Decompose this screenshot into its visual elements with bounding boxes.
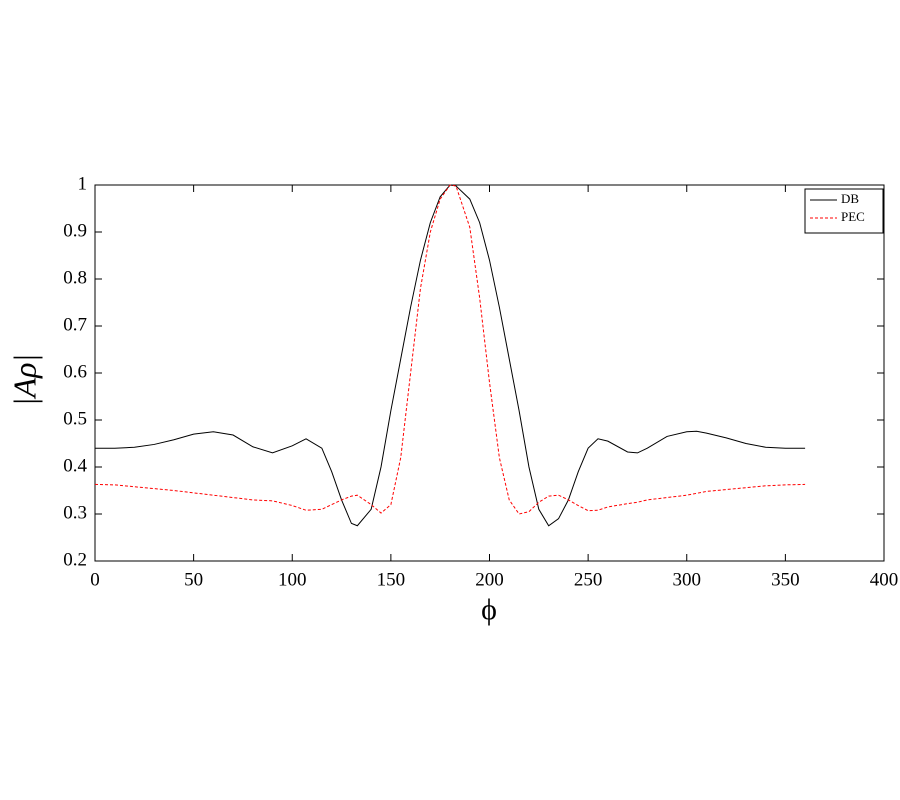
x-tick-label: 350 bbox=[771, 569, 800, 590]
line-series bbox=[94, 184, 806, 515]
y-tick-label: 0.9 bbox=[63, 220, 87, 241]
legend-label: DB bbox=[841, 191, 859, 206]
y-axis-label: |Aρ| bbox=[6, 354, 42, 407]
x-tick-label: 0 bbox=[90, 569, 100, 590]
x-tick-label: 400 bbox=[870, 569, 899, 590]
x-tick-label: 300 bbox=[673, 569, 702, 590]
y-tick-label: 0.6 bbox=[63, 361, 87, 382]
x-tick-label: 150 bbox=[377, 569, 406, 590]
x-tick-label: 100 bbox=[278, 569, 307, 590]
x-tick-label: 50 bbox=[184, 569, 203, 590]
x-tick-label: 200 bbox=[475, 569, 504, 590]
line-series bbox=[95, 184, 806, 527]
legend-box bbox=[804, 188, 884, 234]
y-tick-label: 0.2 bbox=[63, 549, 87, 570]
y-tick-label: 1 bbox=[78, 173, 88, 194]
x-tick-label: 250 bbox=[574, 569, 603, 590]
y-tick-label: 0.5 bbox=[63, 408, 87, 429]
y-tick-label: 0.4 bbox=[63, 455, 87, 476]
y-tick-label: 0.8 bbox=[63, 267, 87, 288]
y-tick-label: 0.3 bbox=[63, 502, 87, 523]
plot-frame bbox=[94, 184, 885, 562]
y-tick-label: 0.7 bbox=[63, 314, 87, 335]
x-axis-label: ϕ bbox=[481, 593, 497, 626]
legend-label: PEC bbox=[841, 209, 865, 224]
